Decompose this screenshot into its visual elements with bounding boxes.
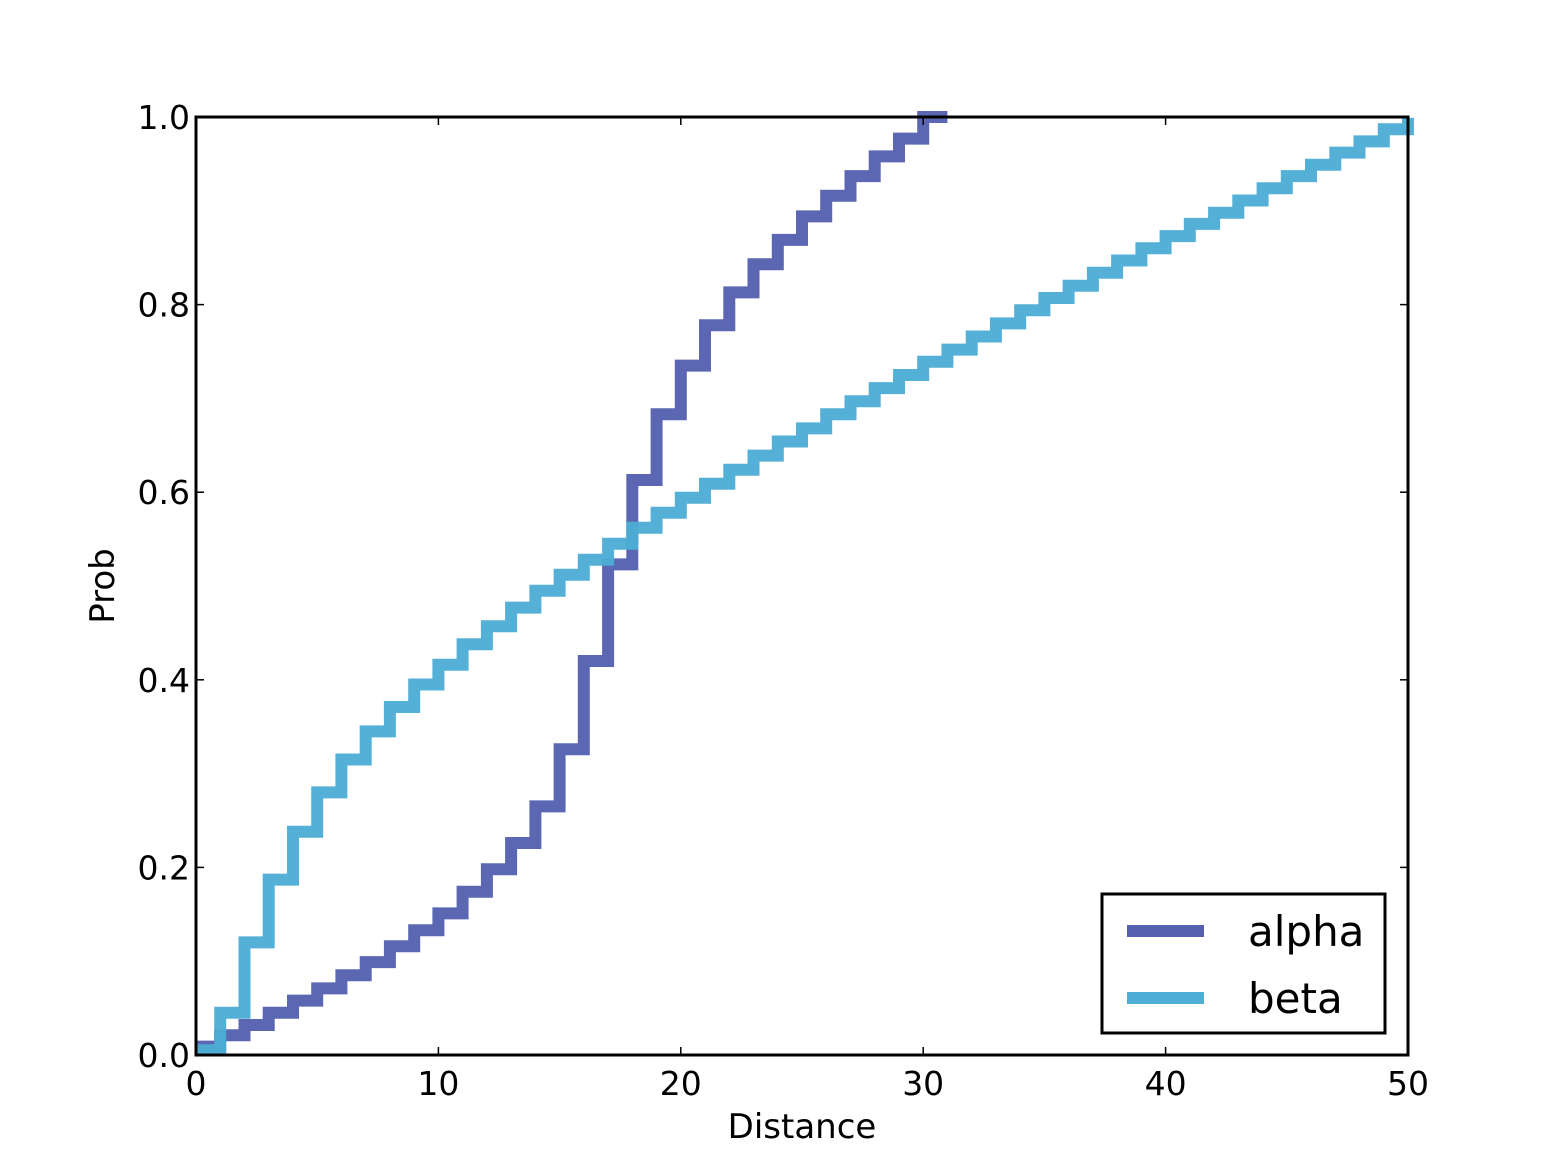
y-tick-label: 1.0 — [138, 98, 190, 137]
y-tick-label: 0.0 — [138, 1036, 190, 1075]
legend-label-alpha: alpha — [1248, 907, 1364, 956]
x-tick-label: 20 — [660, 1064, 702, 1103]
y-tick-label: 0.4 — [138, 661, 190, 700]
series-layer — [196, 111, 1414, 1057]
x-tick-label: 50 — [1387, 1064, 1429, 1103]
legend: alpha beta — [1100, 892, 1387, 1035]
y-tick-label: 0.2 — [138, 848, 190, 887]
y-axis-label: Prob — [83, 548, 123, 624]
x-tick-label: 30 — [902, 1064, 944, 1103]
legend-frame — [1100, 892, 1387, 1035]
x-axis-label: Distance — [728, 1107, 877, 1147]
series-line-alpha — [196, 111, 948, 1053]
series-line-beta — [196, 117, 1414, 1057]
x-tick-label: 10 — [417, 1064, 459, 1103]
y-tick-label: 0.8 — [138, 286, 190, 325]
ticks-layer: 0 10 20 30 40 50 0.0 0.2 0.4 0.6 0.8 1.0 — [138, 98, 1429, 1103]
y-tick-label: 0.6 — [138, 473, 190, 512]
x-tick-label: 40 — [1145, 1064, 1187, 1103]
legend-label-beta: beta — [1248, 974, 1343, 1023]
x-tick-label: 0 — [186, 1064, 207, 1103]
plot-frame — [194, 115, 1410, 1057]
